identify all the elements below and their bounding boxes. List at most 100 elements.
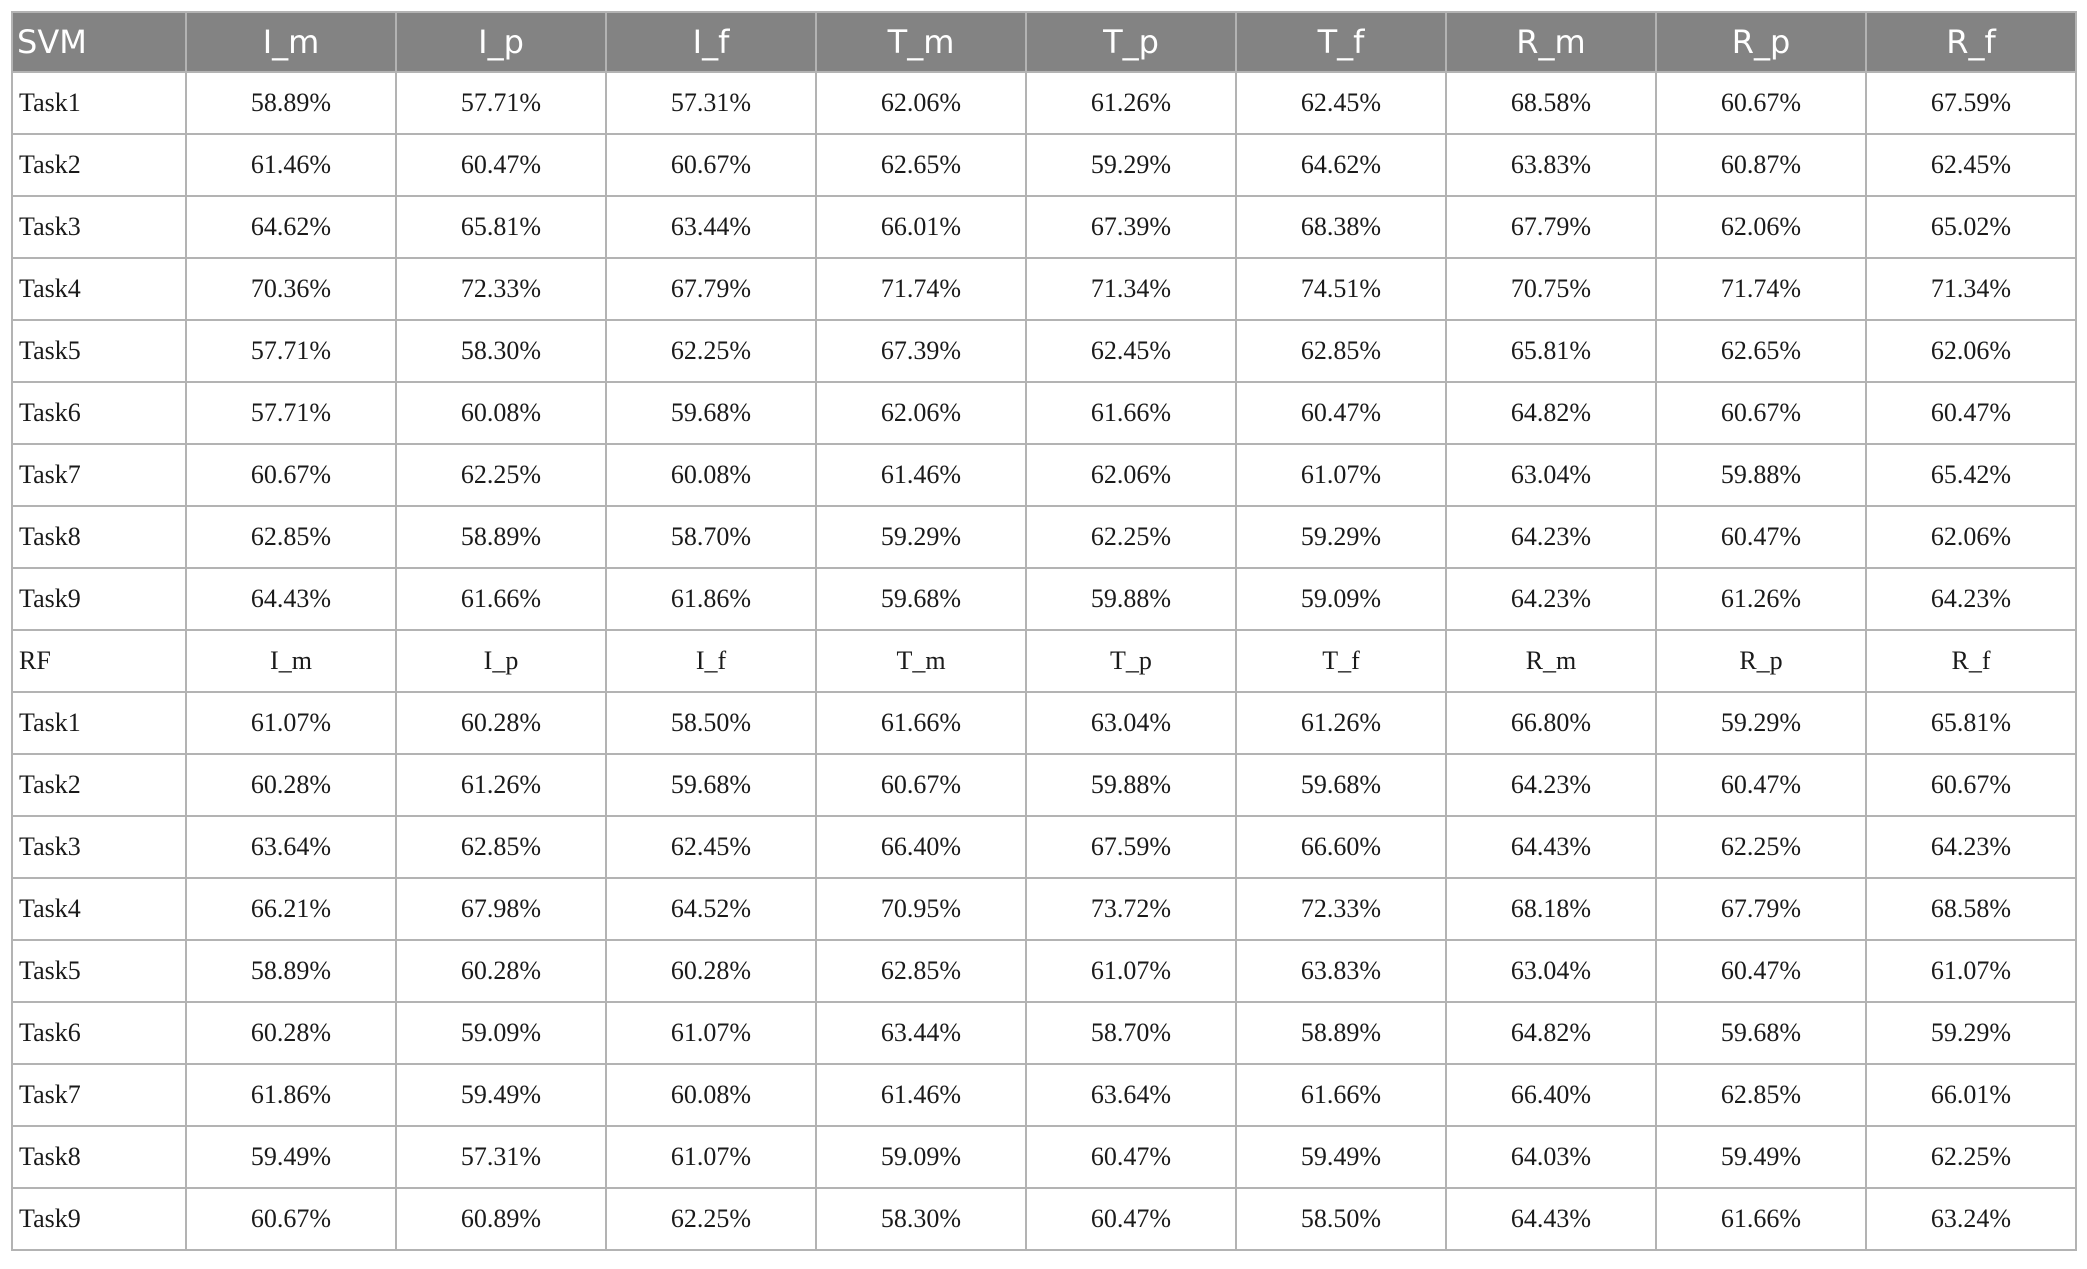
value-cell: 63.04% <box>1445 443 1657 507</box>
value-cell: 62.25% <box>605 319 817 383</box>
task-label: Task4 <box>11 877 187 941</box>
value-cell: 59.29% <box>1025 133 1237 197</box>
value-cell: 63.04% <box>1025 691 1237 755</box>
value-cell: 62.25% <box>1025 505 1237 569</box>
value-cell: 72.33% <box>395 257 607 321</box>
table-row: Task5 57.71% 58.30% 62.25% 67.39% 62.45% 62.85… <box>11 319 2077 383</box>
value-cell: 60.67% <box>185 443 397 507</box>
value-cell: 65.42% <box>1865 443 2077 507</box>
value-cell: 62.45% <box>1865 133 2077 197</box>
rf-header-col: T_p <box>1025 629 1237 693</box>
value-cell: 63.83% <box>1445 133 1657 197</box>
value-cell: 59.29% <box>1865 1001 2077 1065</box>
value-cell: 59.09% <box>1235 567 1447 631</box>
value-cell: 61.66% <box>1235 1063 1447 1127</box>
value-cell: 67.79% <box>1655 877 1867 941</box>
value-cell: 68.58% <box>1865 877 2077 941</box>
header-col: T_f <box>1235 11 1447 73</box>
value-cell: 62.85% <box>395 815 607 879</box>
table-row: Task1 58.89% 57.71% 57.31% 62.06% 61.26% 62.45… <box>11 71 2077 135</box>
value-cell: 66.80% <box>1445 691 1657 755</box>
value-cell: 59.29% <box>1655 691 1867 755</box>
rf-section-label: RF <box>11 629 187 693</box>
value-cell: 61.26% <box>1655 567 1867 631</box>
rf-header-col: T_m <box>815 629 1027 693</box>
header-col: T_p <box>1025 11 1237 73</box>
value-cell: 70.75% <box>1445 257 1657 321</box>
value-cell: 61.07% <box>605 1001 817 1065</box>
value-cell: 63.44% <box>605 195 817 259</box>
value-cell: 58.70% <box>1025 1001 1237 1065</box>
value-cell: 65.02% <box>1865 195 2077 259</box>
value-cell: 67.79% <box>1445 195 1657 259</box>
header-row: SVM I_m I_p I_f T_m T_p T_f R_m R_p R_f <box>11 11 2077 73</box>
value-cell: 60.87% <box>1655 133 1867 197</box>
value-cell: 61.07% <box>1865 939 2077 1003</box>
table-row: Task6 57.71% 60.08% 59.68% 62.06% 61.66% 60.47… <box>11 381 2077 445</box>
value-cell: 72.33% <box>1235 877 1447 941</box>
value-cell: 61.07% <box>605 1125 817 1189</box>
task-label: Task5 <box>11 939 187 1003</box>
value-cell: 57.31% <box>395 1125 607 1189</box>
value-cell: 59.68% <box>1235 753 1447 817</box>
task-label: Task2 <box>11 133 187 197</box>
value-cell: 60.28% <box>185 753 397 817</box>
rf-header-col: R_p <box>1655 629 1867 693</box>
value-cell: 59.68% <box>605 753 817 817</box>
value-cell: 62.25% <box>605 1187 817 1251</box>
value-cell: 60.47% <box>1025 1125 1237 1189</box>
table-row: Task5 58.89% 60.28% 60.28% 62.85% 61.07% 63.83… <box>11 939 2077 1003</box>
value-cell: 64.23% <box>1865 815 2077 879</box>
table-row: Task9 60.67% 60.89% 62.25% 58.30% 60.47% 58.50… <box>11 1187 2077 1251</box>
value-cell: 59.09% <box>815 1125 1027 1189</box>
header-svm-label: SVM <box>11 11 187 73</box>
task-label: Task2 <box>11 753 187 817</box>
value-cell: 73.72% <box>1025 877 1237 941</box>
value-cell: 60.67% <box>1655 381 1867 445</box>
value-cell: 59.88% <box>1655 443 1867 507</box>
value-cell: 63.83% <box>1235 939 1447 1003</box>
value-cell: 61.07% <box>185 691 397 755</box>
value-cell: 57.71% <box>395 71 607 135</box>
value-cell: 60.28% <box>185 1001 397 1065</box>
value-cell: 64.23% <box>1445 753 1657 817</box>
value-cell: 61.07% <box>1025 939 1237 1003</box>
value-cell: 60.67% <box>185 1187 397 1251</box>
value-cell: 63.44% <box>815 1001 1027 1065</box>
value-cell: 62.06% <box>815 381 1027 445</box>
value-cell: 58.30% <box>395 319 607 383</box>
value-cell: 59.49% <box>395 1063 607 1127</box>
value-cell: 59.88% <box>1025 567 1237 631</box>
value-cell: 60.28% <box>395 939 607 1003</box>
value-cell: 64.62% <box>1235 133 1447 197</box>
table-row: Task2 60.28% 61.26% 59.68% 60.67% 59.88% 59.68… <box>11 753 2077 817</box>
table-row: Task7 60.67% 62.25% 60.08% 61.46% 62.06% 61.07… <box>11 443 2077 507</box>
rf-header-col: R_f <box>1865 629 2077 693</box>
value-cell: 59.29% <box>815 505 1027 569</box>
value-cell: 60.47% <box>395 133 607 197</box>
value-cell: 64.52% <box>605 877 817 941</box>
value-cell: 57.31% <box>605 71 817 135</box>
value-cell: 60.28% <box>395 691 607 755</box>
value-cell: 67.39% <box>815 319 1027 383</box>
rf-header-col: I_m <box>185 629 397 693</box>
value-cell: 66.40% <box>1445 1063 1657 1127</box>
table-row: Task8 59.49% 57.31% 61.07% 59.09% 60.47% 59.49… <box>11 1125 2077 1189</box>
value-cell: 60.47% <box>1865 381 2077 445</box>
value-cell: 64.43% <box>1445 1187 1657 1251</box>
task-label: Task8 <box>11 1125 187 1189</box>
value-cell: 60.47% <box>1655 939 1867 1003</box>
value-cell: 68.58% <box>1445 71 1657 135</box>
value-cell: 58.89% <box>185 939 397 1003</box>
value-cell: 61.26% <box>1025 71 1237 135</box>
value-cell: 60.89% <box>395 1187 607 1251</box>
value-cell: 60.08% <box>395 381 607 445</box>
header-col: I_m <box>185 11 397 73</box>
value-cell: 66.21% <box>185 877 397 941</box>
task-label: Task9 <box>11 1187 187 1251</box>
value-cell: 63.64% <box>1025 1063 1237 1127</box>
value-cell: 62.25% <box>395 443 607 507</box>
value-cell: 57.71% <box>185 319 397 383</box>
value-cell: 67.39% <box>1025 195 1237 259</box>
value-cell: 64.82% <box>1445 381 1657 445</box>
